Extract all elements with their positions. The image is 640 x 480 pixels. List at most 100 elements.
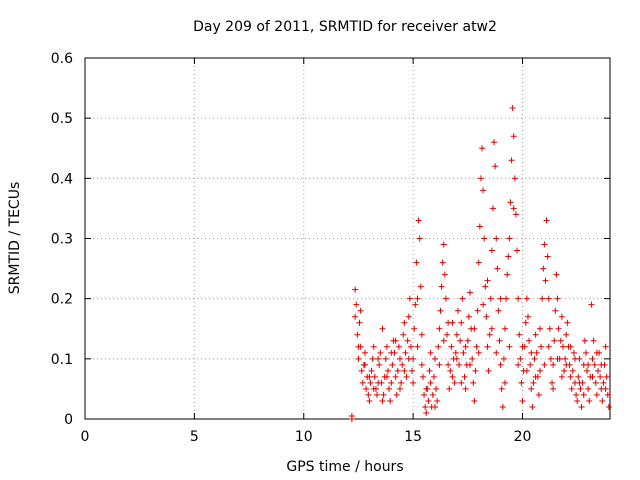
data-point bbox=[363, 385, 370, 392]
data-point bbox=[458, 319, 465, 326]
data-point bbox=[395, 343, 402, 350]
data-point bbox=[409, 367, 416, 374]
data-point bbox=[590, 337, 597, 344]
data-point bbox=[449, 373, 456, 380]
data-point bbox=[398, 379, 405, 386]
data-point bbox=[552, 307, 559, 314]
data-point bbox=[488, 247, 495, 254]
data-point bbox=[377, 349, 384, 356]
data-point bbox=[519, 343, 526, 350]
data-point bbox=[366, 397, 373, 404]
data-point bbox=[491, 139, 498, 146]
data-point bbox=[413, 259, 420, 266]
data-point bbox=[434, 397, 441, 404]
data-point bbox=[392, 373, 399, 380]
data-point bbox=[509, 104, 516, 111]
data-point bbox=[510, 133, 517, 140]
data-point bbox=[358, 367, 365, 374]
data-point bbox=[462, 385, 469, 392]
data-point bbox=[567, 373, 574, 380]
data-point bbox=[394, 367, 401, 374]
data-point bbox=[503, 295, 510, 302]
data-point bbox=[421, 391, 428, 398]
data-point bbox=[516, 331, 523, 338]
data-point bbox=[404, 337, 411, 344]
data-point bbox=[482, 283, 489, 290]
data-point bbox=[423, 409, 430, 416]
data-point bbox=[354, 331, 361, 338]
data-point bbox=[493, 235, 500, 242]
x-tick-label: 15 bbox=[404, 429, 422, 445]
data-point bbox=[426, 367, 433, 374]
data-point bbox=[510, 205, 517, 212]
data-point bbox=[602, 343, 609, 350]
x-axis-label: GPS time / hours bbox=[286, 459, 403, 475]
data-point bbox=[604, 391, 611, 398]
tick-labels: 0 5 10 15 20 0 0.1 0.2 0.3 0.4 0.5 0.6 bbox=[51, 51, 532, 445]
data-point bbox=[453, 331, 460, 338]
y-axis-label: SRMTID / TECUs bbox=[7, 182, 23, 295]
data-point bbox=[461, 373, 468, 380]
data-point bbox=[511, 175, 518, 182]
data-point bbox=[384, 367, 391, 374]
data-point bbox=[499, 403, 506, 410]
y-tick-label: 0.4 bbox=[51, 171, 73, 187]
data-point bbox=[564, 319, 571, 326]
data-point bbox=[550, 361, 557, 368]
data-point bbox=[352, 286, 359, 293]
data-point bbox=[355, 355, 362, 362]
data-point bbox=[357, 307, 364, 314]
data-point bbox=[365, 391, 372, 398]
data-point bbox=[497, 295, 504, 302]
data-point bbox=[558, 373, 565, 380]
data-point bbox=[551, 337, 558, 344]
data-point bbox=[557, 337, 564, 344]
data-points bbox=[348, 104, 612, 422]
data-point bbox=[436, 325, 443, 332]
data-point bbox=[542, 277, 549, 284]
data-point bbox=[563, 361, 570, 368]
data-point bbox=[451, 379, 458, 386]
data-point bbox=[515, 361, 522, 368]
data-point bbox=[423, 385, 430, 392]
data-point bbox=[539, 295, 546, 302]
data-point bbox=[537, 367, 543, 374]
data-point bbox=[469, 355, 476, 362]
data-point bbox=[427, 349, 434, 356]
data-point bbox=[473, 343, 480, 350]
data-point bbox=[563, 331, 570, 338]
data-point bbox=[370, 385, 377, 392]
data-point bbox=[545, 343, 552, 350]
data-point bbox=[352, 313, 359, 320]
data-point bbox=[526, 337, 533, 344]
data-point bbox=[591, 361, 598, 368]
data-point bbox=[479, 145, 486, 152]
data-point bbox=[578, 403, 585, 410]
data-point bbox=[582, 349, 589, 356]
data-point bbox=[494, 265, 501, 272]
data-point bbox=[417, 283, 424, 290]
data-point bbox=[602, 385, 609, 392]
data-point bbox=[459, 295, 466, 302]
data-point bbox=[437, 307, 444, 314]
data-point bbox=[370, 343, 377, 350]
data-point bbox=[500, 355, 507, 362]
data-point bbox=[380, 391, 387, 398]
y-tick-label: 0 bbox=[64, 412, 73, 428]
data-point bbox=[432, 355, 438, 362]
data-point bbox=[572, 355, 578, 362]
data-point bbox=[589, 373, 596, 380]
data-point bbox=[383, 373, 390, 380]
data-point bbox=[427, 379, 434, 386]
data-point bbox=[402, 349, 409, 356]
data-point bbox=[585, 385, 592, 392]
data-point bbox=[505, 253, 512, 260]
data-point bbox=[480, 301, 487, 308]
data-point bbox=[448, 343, 455, 350]
data-point bbox=[419, 373, 426, 380]
data-point bbox=[497, 361, 504, 368]
data-point bbox=[545, 295, 552, 302]
data-point bbox=[400, 331, 407, 338]
data-point bbox=[436, 361, 443, 368]
data-point bbox=[522, 319, 529, 326]
